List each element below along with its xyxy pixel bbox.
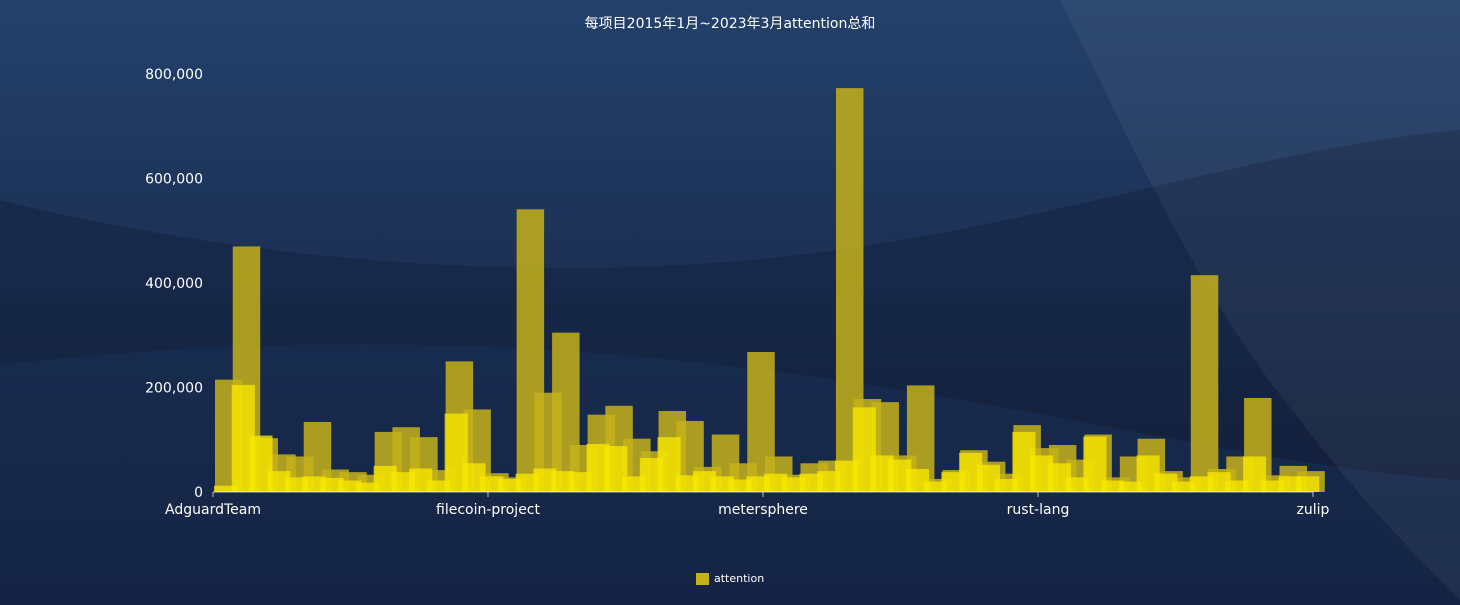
bar-highlight[interactable]: [781, 477, 805, 492]
y-tick-label: 0: [194, 485, 203, 501]
bar-highlight[interactable]: [1047, 463, 1071, 492]
bar-highlight[interactable]: [1101, 480, 1125, 492]
bar-highlight[interactable]: [373, 465, 397, 492]
bar-highlight[interactable]: [1278, 476, 1302, 492]
legend-swatch[interactable]: [696, 573, 709, 585]
legend[interactable]: attention: [696, 572, 764, 585]
bar-highlight[interactable]: [1065, 477, 1089, 492]
bar-highlight[interactable]: [1012, 431, 1036, 492]
bars-highlight-layer: [214, 384, 1320, 492]
y-tick-label: 200,000: [145, 381, 203, 397]
bar-highlight[interactable]: [1136, 455, 1160, 492]
bar-highlight[interactable]: [622, 476, 646, 492]
bar-highlight[interactable]: [586, 443, 610, 492]
bar-highlight[interactable]: [710, 476, 734, 492]
bar-highlight[interactable]: [1207, 472, 1231, 492]
bar-highlight[interactable]: [994, 478, 1018, 492]
bar-highlight[interactable]: [444, 413, 468, 492]
bar-highlight[interactable]: [888, 459, 912, 492]
bar-highlight[interactable]: [905, 469, 929, 492]
bar-highlight[interactable]: [267, 471, 291, 492]
bar-highlight[interactable]: [409, 468, 433, 492]
bar-highlight[interactable]: [1030, 455, 1054, 492]
bar-highlight[interactable]: [462, 463, 486, 492]
bar-highlight[interactable]: [693, 471, 717, 492]
bar-highlight[interactable]: [1260, 480, 1284, 492]
bar-highlight[interactable]: [1189, 476, 1213, 492]
bar-highlight[interactable]: [764, 473, 788, 492]
bar-highlight[interactable]: [1154, 473, 1178, 492]
bar-highlight[interactable]: [746, 476, 770, 492]
background-wave-light: [1060, 0, 1460, 600]
bar-highlight[interactable]: [391, 472, 415, 492]
bar-highlight[interactable]: [338, 480, 362, 492]
bar-highlight[interactable]: [941, 472, 965, 492]
bar-highlight[interactable]: [426, 480, 450, 492]
bar-highlight[interactable]: [728, 479, 752, 492]
bar-highlight[interactable]: [834, 460, 859, 492]
bar-highlight[interactable]: [1172, 481, 1196, 492]
bar-highlight[interactable]: [799, 473, 823, 492]
bar-highlight[interactable]: [959, 452, 983, 492]
bar-highlight[interactable]: [870, 455, 894, 492]
x-tick-label: metersphere: [718, 502, 808, 518]
chart-title: 每项目2015年1月~2023年3月attention总和: [585, 16, 876, 32]
bar-highlight[interactable]: [675, 475, 699, 492]
bar-highlight[interactable]: [249, 435, 273, 492]
bar-highlight[interactable]: [355, 482, 379, 492]
bar-highlight[interactable]: [551, 471, 575, 492]
bar-highlight[interactable]: [480, 476, 504, 492]
bar-highlight[interactable]: [284, 477, 309, 492]
x-axis: AdguardTeam filecoin-project metersphere ru…: [165, 491, 1330, 518]
bar-highlight[interactable]: [923, 481, 947, 492]
y-axis: 0 200,000 400,000 600,000 800,000: [145, 67, 203, 501]
bar-highlight[interactable]: [568, 472, 592, 492]
bar-highlight[interactable]: [1243, 456, 1267, 492]
y-tick-label: 800,000: [145, 67, 203, 83]
bar-highlight[interactable]: [1225, 480, 1249, 492]
bar-highlight[interactable]: [1296, 476, 1320, 492]
bar[interactable]: [1190, 275, 1219, 492]
bar-highlight[interactable]: [852, 407, 876, 492]
bar-highlight[interactable]: [976, 464, 1000, 492]
bar-highlight[interactable]: [817, 471, 841, 492]
bar-highlight[interactable]: [639, 458, 663, 492]
bar-highlight[interactable]: [1083, 436, 1107, 492]
bar-highlight[interactable]: [657, 437, 681, 492]
bar-highlight[interactable]: [231, 384, 255, 492]
bar-highlight[interactable]: [320, 477, 344, 492]
bar-highlight[interactable]: [302, 476, 326, 492]
legend-label[interactable]: attention: [714, 572, 764, 585]
bar-highlight[interactable]: [533, 468, 557, 492]
x-tick-label: rust-lang: [1007, 502, 1070, 518]
x-tick-label: filecoin-project: [436, 502, 540, 518]
x-tick-label: AdguardTeam: [165, 502, 261, 518]
y-tick-label: 400,000: [145, 276, 203, 292]
x-tick-label: zulip: [1297, 502, 1330, 518]
bar-highlight[interactable]: [497, 478, 521, 492]
bar-highlight[interactable]: [515, 473, 539, 492]
y-tick-label: 600,000: [145, 172, 203, 188]
bar-highlight[interactable]: [604, 446, 628, 492]
bar-highlight[interactable]: [1118, 481, 1142, 492]
bar-highlight[interactable]: [214, 485, 238, 492]
